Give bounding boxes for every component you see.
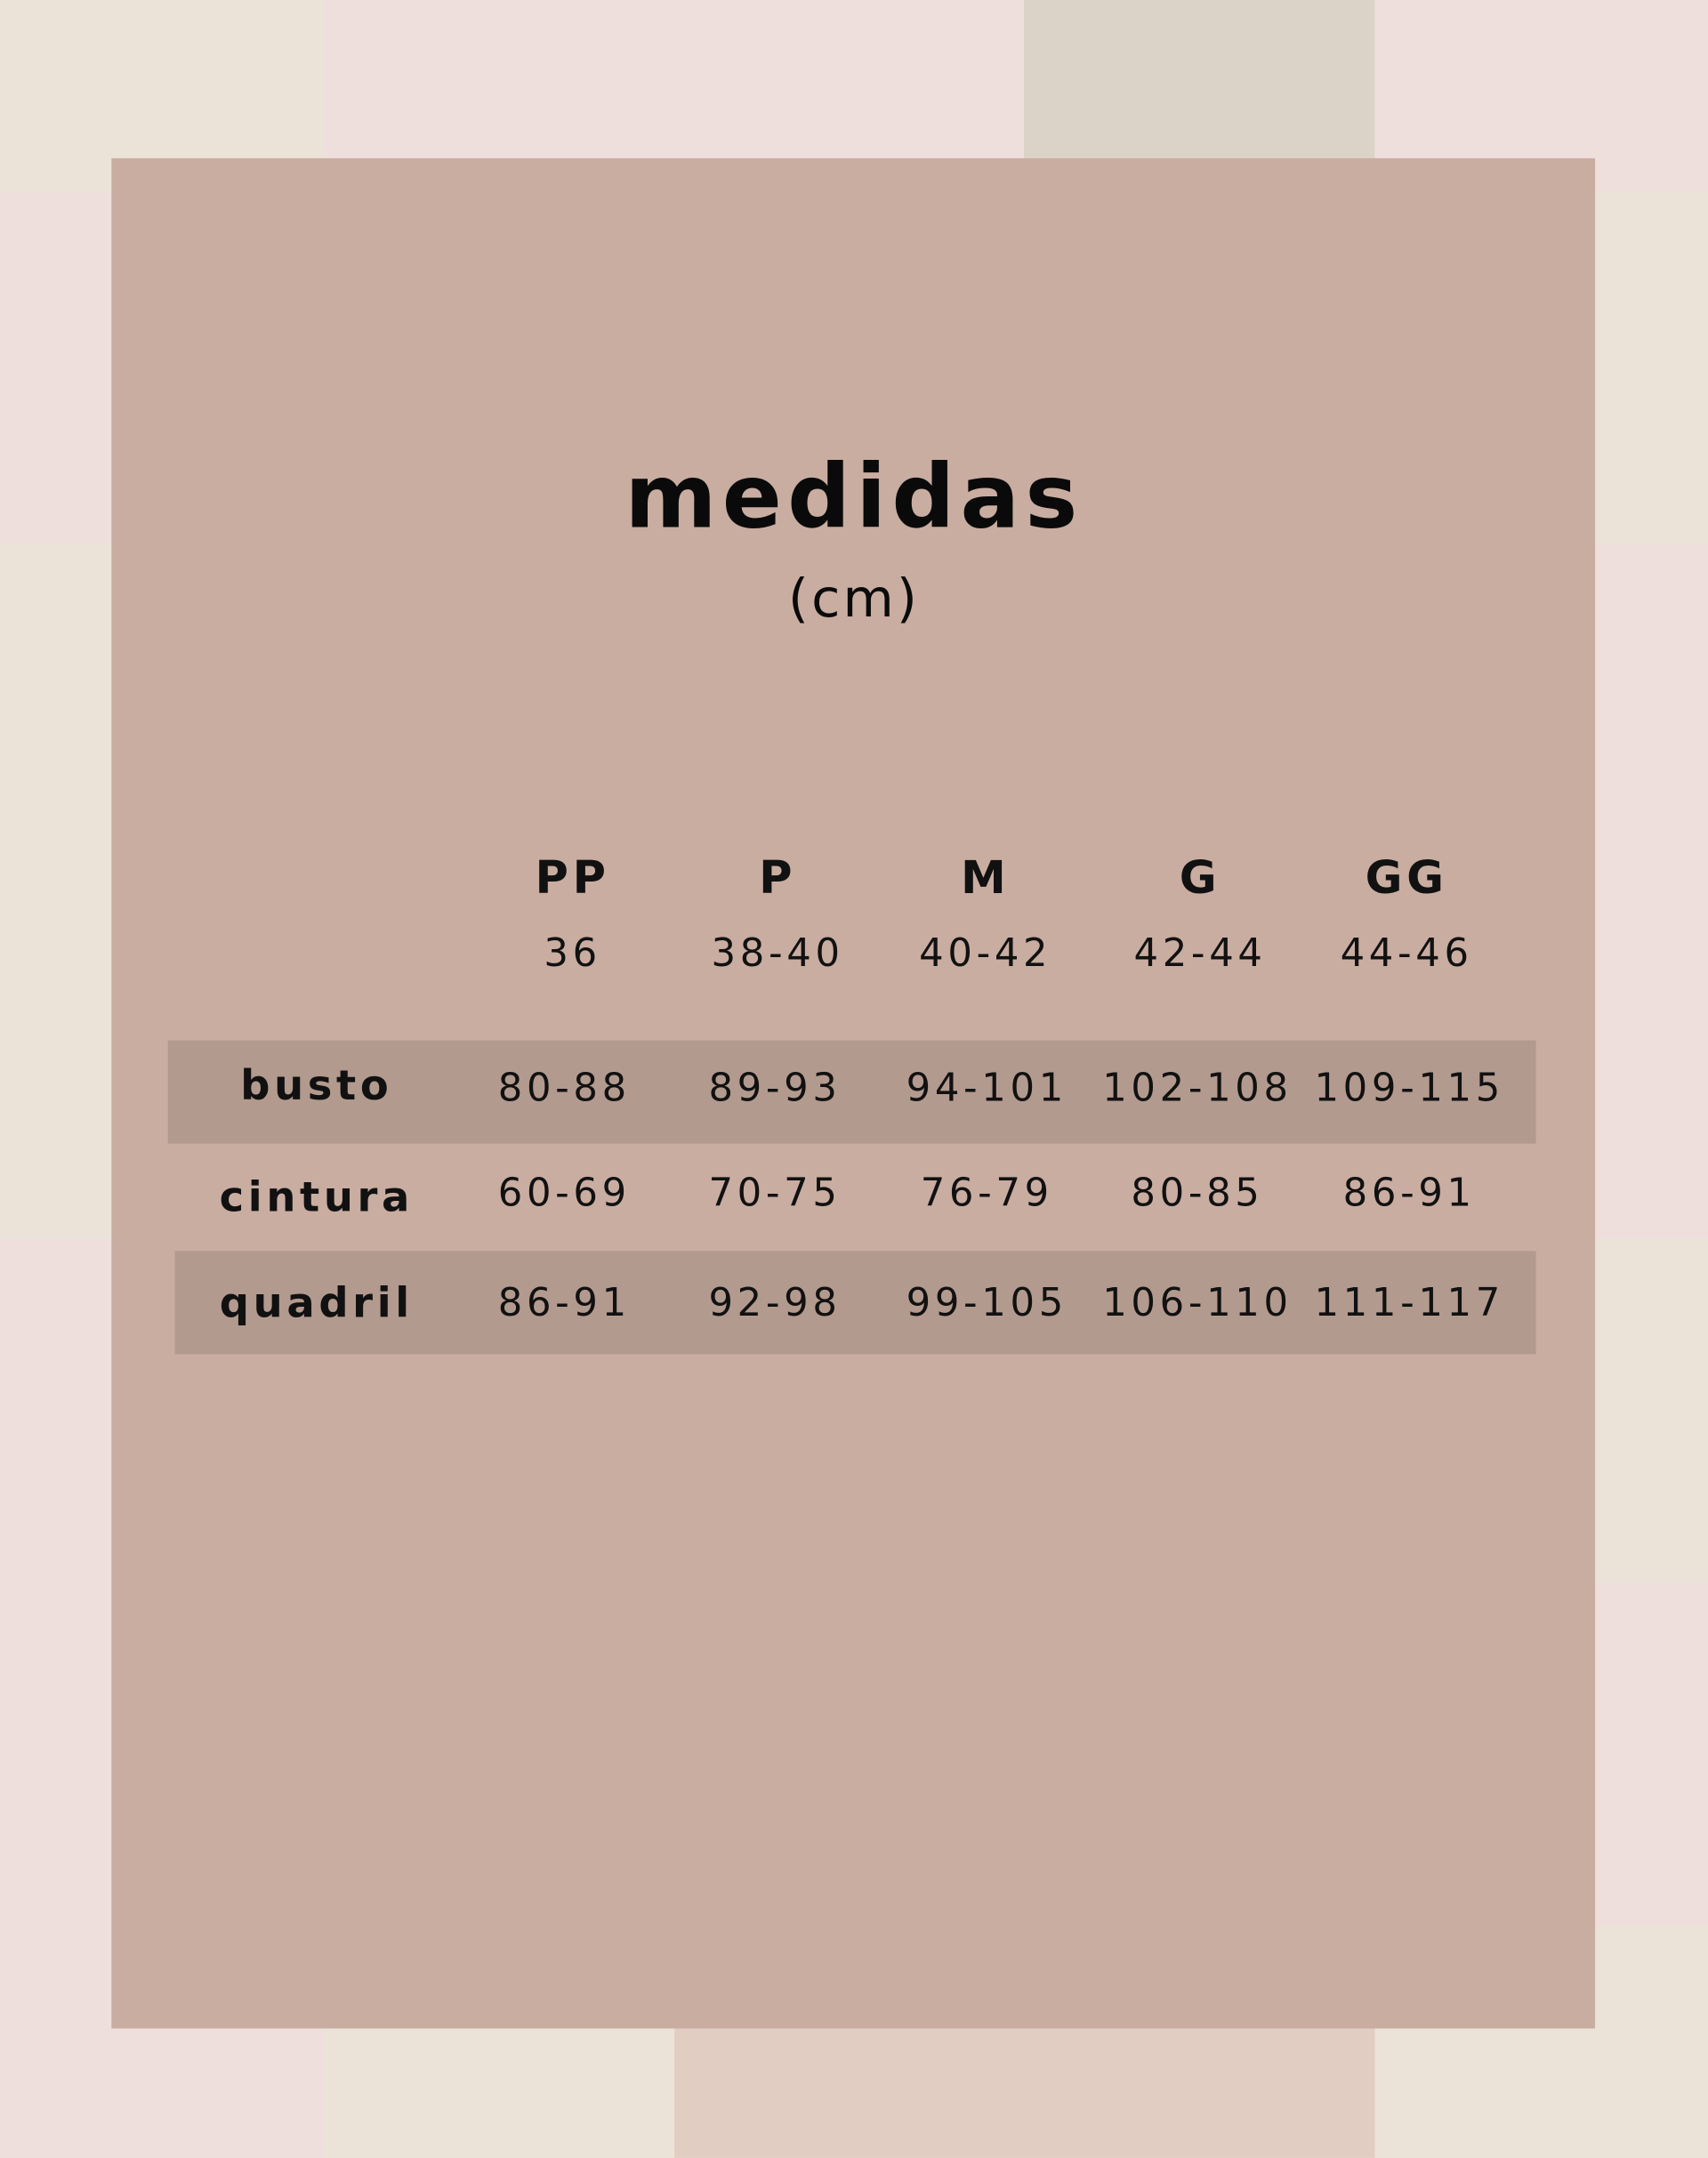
table-cell: 92-98 [708,1279,842,1325]
background-tile [1374,2028,1708,2158]
background-tile [0,2028,324,2158]
size-header: G [1179,850,1221,905]
chart-title: medidas [624,447,1084,550]
table-cell: 109-115 [1314,1065,1504,1111]
size-header: PP [535,850,610,905]
row-band-quadril [174,1251,1536,1355]
table-cell: 94-101 [906,1065,1068,1111]
table-cell: 102-108 [1102,1065,1293,1111]
size-numeric: 36 [544,930,601,976]
row-label-cintura: cintura [219,1173,415,1222]
table-cell: 86-91 [497,1279,631,1325]
background-tile [0,1582,112,1927]
table-cell: 99-105 [906,1279,1068,1325]
background-tile [1595,891,1708,1239]
size-numeric: 42-44 [1133,930,1267,976]
background-tile [1024,2028,1375,2158]
row-label-busto: busto [240,1062,393,1111]
table-cell: 86-91 [1342,1170,1476,1216]
table-cell: 60-69 [497,1170,631,1216]
background-tile [1595,1926,1708,2029]
row-band-busto [167,1040,1536,1144]
background-tile [1595,544,1708,892]
size-header: GG [1365,850,1448,905]
background-tile [674,2028,1025,2158]
background-tile [0,1926,112,2029]
chart-unit: (cm) [788,568,920,630]
table-cell: 106-110 [1102,1279,1293,1325]
table-cell: 70-75 [708,1170,842,1216]
background-tile [0,1238,112,1583]
table-cell: 89-93 [708,1065,842,1111]
row-label-quadril: quadril [219,1279,414,1328]
background-tile [0,544,112,892]
size-numeric: 38-40 [711,930,844,976]
table-cell: 80-85 [1131,1170,1264,1216]
table-cell: 80-88 [497,1065,631,1111]
background-tile [1595,1238,1708,1583]
background-tile [0,192,112,544]
size-header: P [759,850,797,905]
size-numeric: 44-46 [1340,930,1473,976]
table-cell: 111-117 [1314,1279,1504,1325]
background-tile [1595,192,1708,544]
size-header: M [960,850,1011,905]
size-numeric: 40-42 [919,930,1052,976]
background-tile [323,2028,675,2158]
background-tile [1595,1582,1708,1927]
background-tile [0,891,112,1239]
table-cell: 76-79 [920,1170,1053,1216]
